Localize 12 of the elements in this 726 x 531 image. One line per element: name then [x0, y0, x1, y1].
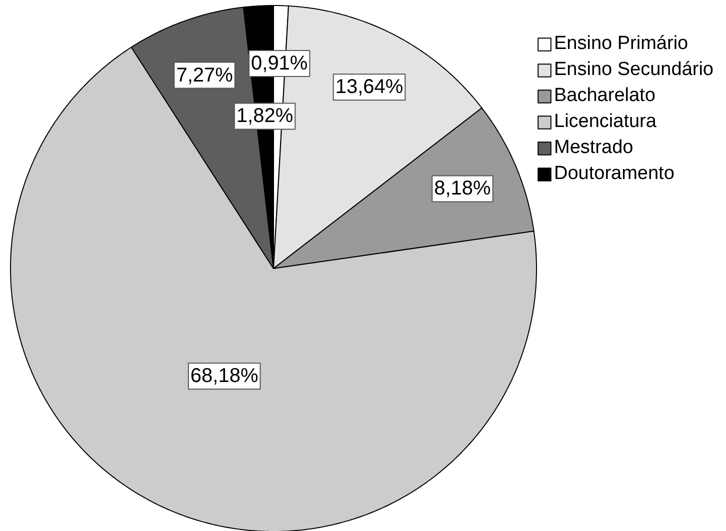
data-label: 1,82% — [236, 105, 294, 128]
data-label: 13,64% — [335, 76, 404, 98]
data-label: 8,18% — [434, 178, 492, 200]
legend-label: Ensino Secundário — [554, 59, 714, 81]
data-label: 68,18% — [190, 365, 258, 388]
legend-label: Licenciatura — [554, 111, 656, 133]
legend-label: Ensino Primário — [554, 33, 688, 55]
legend-label: Mestrado — [554, 137, 634, 159]
legend-label: Doutoramento — [554, 163, 674, 185]
data-label: 0,91% — [251, 52, 308, 74]
data-label: 7,27% — [176, 64, 234, 86]
legend-label: Bacharelato — [554, 85, 656, 107]
